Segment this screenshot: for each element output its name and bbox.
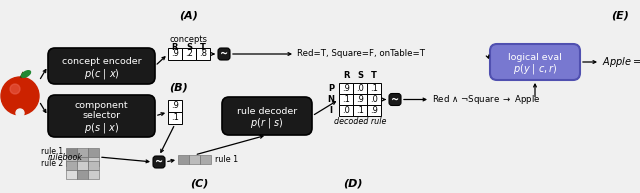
Text: ~: ~ [391, 95, 399, 104]
Bar [339, 94, 353, 105]
Text: $p(r\ |\ s)$: $p(r\ |\ s)$ [250, 116, 284, 130]
Text: $p(c\ |\ x)$: $p(c\ |\ x)$ [84, 67, 119, 81]
Bar [77, 157, 88, 166]
Circle shape [10, 84, 20, 94]
Bar [66, 161, 77, 170]
Text: .0: .0 [370, 95, 378, 104]
Bar [196, 48, 210, 60]
Text: (E): (E) [611, 11, 629, 21]
Bar [189, 155, 200, 164]
FancyBboxPatch shape [222, 97, 312, 135]
Bar [339, 83, 353, 94]
Bar [353, 94, 367, 105]
Bar [168, 48, 182, 60]
Ellipse shape [22, 71, 31, 77]
Bar [178, 155, 189, 164]
Text: logical eval: logical eval [508, 52, 562, 62]
Bar [182, 48, 196, 60]
Text: R: R [343, 70, 349, 80]
Text: ~: ~ [220, 49, 228, 59]
Text: .0: .0 [342, 106, 350, 115]
Bar [353, 83, 367, 94]
Text: ~: ~ [155, 157, 163, 167]
Text: S: S [186, 42, 192, 52]
FancyBboxPatch shape [48, 95, 155, 137]
Text: component: component [75, 102, 128, 111]
Bar [200, 155, 211, 164]
Text: rulebook: rulebook [48, 153, 83, 163]
Text: concept encoder: concept encoder [61, 58, 141, 67]
Text: Red $\wedge$ $\neg$Square $\rightarrow$ Apple: Red $\wedge$ $\neg$Square $\rightarrow$ … [432, 93, 541, 106]
Bar [77, 161, 88, 170]
Text: .9: .9 [171, 102, 179, 111]
Text: (B): (B) [170, 83, 188, 93]
Text: .1: .1 [171, 113, 179, 123]
Text: .9: .9 [356, 95, 364, 104]
Text: rule 1: rule 1 [215, 155, 238, 164]
Text: rule 2: rule 2 [41, 159, 63, 168]
Text: T: T [200, 42, 206, 52]
Text: .9: .9 [171, 49, 179, 58]
Bar [367, 105, 381, 116]
FancyBboxPatch shape [48, 48, 155, 84]
Bar [66, 148, 77, 157]
Text: decoded rule: decoded rule [334, 118, 386, 126]
Text: $Apple = T$: $Apple = T$ [602, 55, 640, 69]
Text: N: N [328, 95, 335, 104]
Text: $p(y\ |\ c,r)$: $p(y\ |\ c,r)$ [513, 62, 557, 76]
Text: (A): (A) [180, 11, 198, 21]
Bar [367, 83, 381, 94]
Bar [66, 170, 77, 179]
FancyBboxPatch shape [218, 48, 230, 60]
Text: (C): (C) [190, 178, 209, 188]
Bar [77, 148, 88, 157]
Text: P: P [328, 84, 334, 93]
Text: selector: selector [83, 112, 120, 120]
Text: R: R [172, 42, 179, 52]
Circle shape [1, 77, 39, 115]
Text: .2: .2 [185, 49, 193, 58]
Bar [77, 170, 88, 179]
Text: .9: .9 [342, 84, 350, 93]
Bar [88, 170, 99, 179]
Text: .9: .9 [370, 106, 378, 115]
Text: $p(s\ |\ x)$: $p(s\ |\ x)$ [84, 121, 119, 135]
Bar [353, 105, 367, 116]
Bar [88, 148, 99, 157]
FancyBboxPatch shape [389, 93, 401, 106]
Bar [168, 112, 182, 124]
Text: .0: .0 [356, 84, 364, 93]
FancyBboxPatch shape [490, 44, 580, 80]
Bar [339, 105, 353, 116]
Text: rule decoder: rule decoder [237, 107, 297, 115]
Text: I: I [330, 106, 333, 115]
Bar [88, 161, 99, 170]
Bar [168, 100, 182, 112]
FancyBboxPatch shape [153, 156, 165, 168]
Text: concepts: concepts [170, 36, 208, 45]
Text: rule 1: rule 1 [41, 147, 63, 157]
Bar [88, 157, 99, 166]
Circle shape [16, 109, 24, 117]
Text: T: T [371, 70, 377, 80]
Bar [367, 94, 381, 105]
Text: .1: .1 [356, 106, 364, 115]
Text: .1: .1 [342, 95, 350, 104]
Text: Red=T, Square=F, onTable=T: Red=T, Square=F, onTable=T [297, 49, 425, 58]
Text: .8: .8 [199, 49, 207, 58]
Text: S: S [357, 70, 363, 80]
Bar [66, 157, 77, 166]
Text: (D): (D) [343, 178, 363, 188]
Text: .1: .1 [370, 84, 378, 93]
